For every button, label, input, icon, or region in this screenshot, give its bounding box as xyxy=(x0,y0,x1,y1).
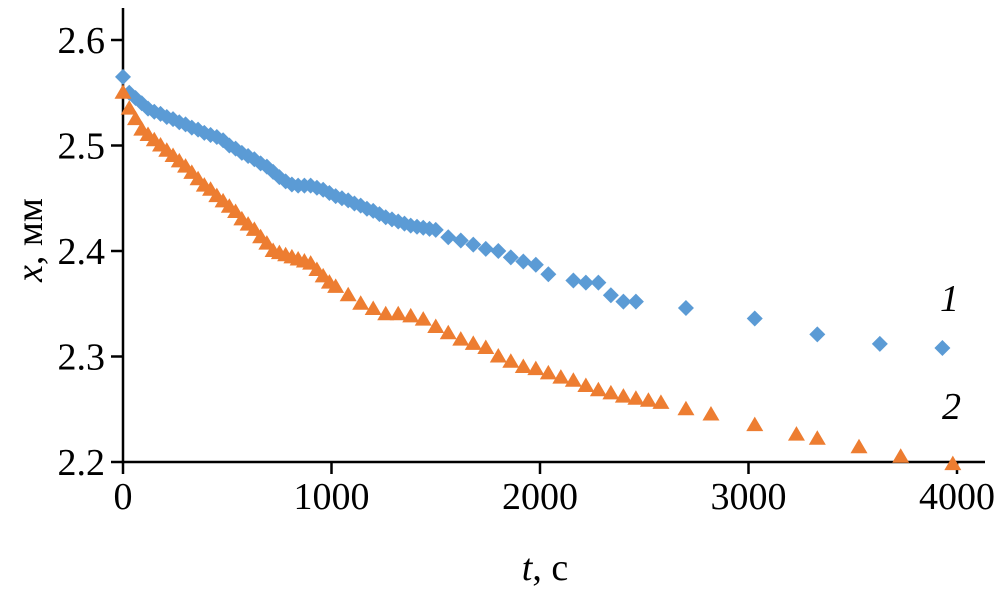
marker-series-1 xyxy=(115,68,131,85)
marker-series-2 xyxy=(502,353,520,368)
marker-series-1 xyxy=(934,340,951,357)
marker-series-1 xyxy=(809,326,826,343)
marker-series-2 xyxy=(364,300,382,316)
x-axis-variable: t xyxy=(521,547,533,589)
marker-series-2 xyxy=(892,448,910,463)
marker-series-2 xyxy=(427,318,445,333)
x-axis-unit: , с xyxy=(532,547,569,589)
marker-series-2 xyxy=(639,392,657,407)
y-axis-variable: x xyxy=(9,265,51,282)
marker-series-1 xyxy=(602,287,619,304)
svg-text:4000: 4000 xyxy=(919,476,995,518)
marker-series-1 xyxy=(452,232,469,249)
marker-series-1 xyxy=(627,293,644,310)
marker-series-2 xyxy=(414,311,432,326)
marker-series-1 xyxy=(477,240,494,257)
marker-series-1 xyxy=(490,243,507,259)
marker-series-2 xyxy=(489,348,507,363)
series-1-annotation: 1 xyxy=(940,278,959,320)
marker-series-1 xyxy=(615,293,632,310)
marker-series-2 xyxy=(389,305,407,321)
marker-series-2 xyxy=(527,360,545,376)
svg-text:0: 0 xyxy=(114,476,133,518)
marker-series-2 xyxy=(127,110,145,126)
y-axis-unit: , мм xyxy=(9,198,51,266)
marker-series-2 xyxy=(746,416,764,432)
marker-series-2 xyxy=(514,358,532,374)
marker-series-2 xyxy=(377,305,395,321)
svg-text:3000: 3000 xyxy=(711,476,787,518)
svg-text:2.5: 2.5 xyxy=(58,126,106,168)
marker-series-1 xyxy=(746,310,763,327)
marker-series-1 xyxy=(502,249,519,266)
marker-series-1 xyxy=(427,221,444,238)
marker-series-1 xyxy=(527,256,544,273)
marker-series-2 xyxy=(352,295,370,310)
marker-series-2 xyxy=(602,384,620,400)
x-axis-title: t, с xyxy=(522,549,568,587)
marker-series-2 xyxy=(539,364,557,380)
marker-series-2 xyxy=(787,426,805,441)
marker-series-2 xyxy=(402,307,420,323)
marker-series-2 xyxy=(627,390,645,405)
marker-series-2 xyxy=(677,400,695,416)
marker-series-2 xyxy=(589,381,607,397)
marker-series-2 xyxy=(439,324,457,340)
marker-series-2 xyxy=(564,372,582,387)
marker-series-2 xyxy=(702,406,720,421)
marker-series-2 xyxy=(339,286,357,302)
marker-series-2 xyxy=(577,377,595,393)
marker-series-2 xyxy=(477,339,495,355)
marker-series-2 xyxy=(114,84,132,99)
marker-series-1 xyxy=(590,274,607,291)
marker-series-2 xyxy=(552,369,570,384)
marker-series-2 xyxy=(850,438,868,454)
marker-series-2 xyxy=(464,335,482,350)
marker-series-1 xyxy=(540,266,557,283)
marker-series-1 xyxy=(577,274,594,291)
series-2-annotation: 2 xyxy=(942,386,961,428)
svg-text:1000: 1000 xyxy=(294,476,370,518)
svg-text:2.4: 2.4 xyxy=(58,231,106,273)
y-axis-title: x, мм xyxy=(9,198,51,282)
marker-series-2 xyxy=(944,455,962,471)
svg-text:2.2: 2.2 xyxy=(58,442,106,484)
marker-series-1 xyxy=(515,253,532,270)
svg-text:2.3: 2.3 xyxy=(58,337,106,379)
marker-series-2 xyxy=(652,394,670,409)
marker-series-2 xyxy=(614,388,632,403)
marker-series-1 xyxy=(871,335,888,352)
marker-series-2 xyxy=(120,100,138,115)
marker-series-2 xyxy=(808,430,826,445)
marker-series-1 xyxy=(465,236,482,253)
marker-series-1 xyxy=(565,272,582,289)
svg-text:2000: 2000 xyxy=(502,476,578,518)
marker-series-1 xyxy=(246,151,263,168)
marker-series-2 xyxy=(452,331,470,346)
marker-series-1 xyxy=(677,299,694,316)
marker-series-1 xyxy=(440,229,457,246)
marker-series-2 xyxy=(327,278,345,293)
svg-text:2.6: 2.6 xyxy=(58,20,106,62)
